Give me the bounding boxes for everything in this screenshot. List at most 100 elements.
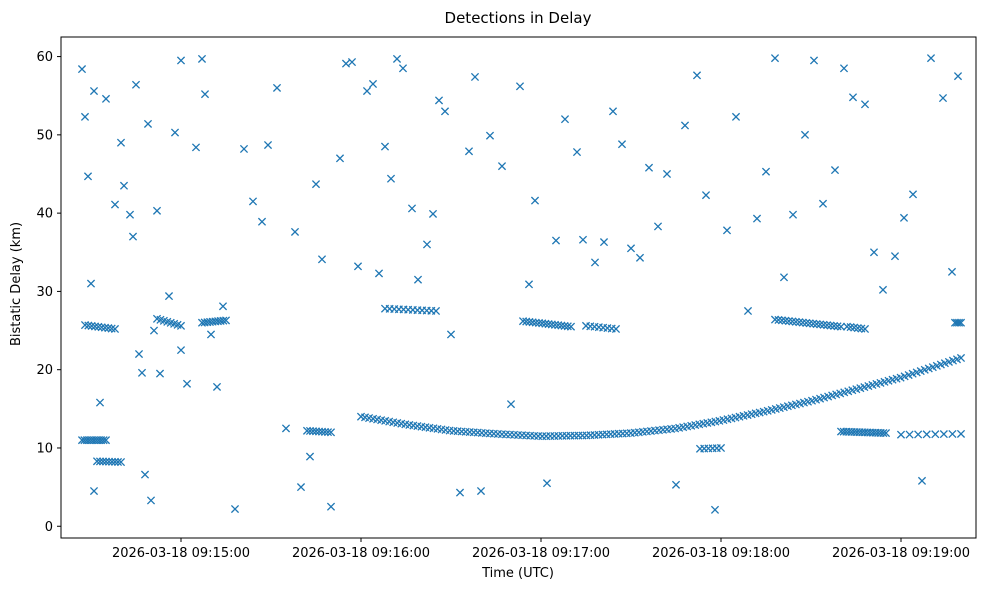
chart-title: Detections in Delay xyxy=(445,9,592,27)
track-point xyxy=(954,318,964,327)
scatter-point xyxy=(155,369,165,378)
scatter-point xyxy=(212,382,222,391)
track-point xyxy=(795,318,804,327)
scatter-point xyxy=(710,505,720,514)
track-point xyxy=(563,322,572,331)
track-point xyxy=(922,430,931,439)
scatter-point xyxy=(335,154,345,163)
track-point xyxy=(809,319,818,328)
track-point xyxy=(816,320,825,329)
scatter-point xyxy=(878,285,888,294)
track-point xyxy=(777,316,787,325)
scatter-point xyxy=(761,167,771,176)
scatter-point xyxy=(578,235,588,244)
scatter-point xyxy=(128,232,138,241)
track-point xyxy=(80,321,90,330)
track-point xyxy=(99,436,108,445)
scatter-point xyxy=(908,190,918,199)
scatter-point xyxy=(590,258,600,267)
scatter-point xyxy=(257,217,267,226)
scatter-point xyxy=(182,379,192,388)
scatter-point xyxy=(572,148,582,157)
y-tick-label: 10 xyxy=(36,441,53,456)
scatter-point xyxy=(413,275,423,284)
track-point xyxy=(812,319,821,329)
scatter-point xyxy=(239,144,249,154)
scatter-point xyxy=(644,163,654,172)
scatter-point xyxy=(434,96,444,105)
scatter-point xyxy=(131,80,141,89)
track-point xyxy=(113,457,123,467)
scatter-point xyxy=(341,59,351,68)
track-point xyxy=(881,429,891,438)
scatter-point xyxy=(140,470,150,479)
scatter-point xyxy=(77,65,87,74)
scatter-point xyxy=(788,210,798,219)
scatter-point xyxy=(170,128,180,137)
track-point xyxy=(100,323,110,332)
scatter-point xyxy=(680,121,690,130)
scatter-point xyxy=(125,210,135,219)
curve-point xyxy=(546,432,555,441)
track-point xyxy=(101,457,111,466)
curve-point xyxy=(562,431,571,440)
scatter-point xyxy=(386,174,396,183)
scatter-point xyxy=(848,93,858,102)
scatter-point xyxy=(89,86,99,96)
track-point xyxy=(788,317,797,326)
track-point xyxy=(104,324,113,333)
scatter-point xyxy=(938,93,948,103)
scatter-point xyxy=(926,54,936,63)
track-point xyxy=(956,429,966,438)
scatter-point xyxy=(206,330,216,339)
scatter-point xyxy=(662,169,672,179)
track-point xyxy=(107,457,117,466)
scatter-point xyxy=(524,280,534,289)
scatter-point xyxy=(149,326,159,335)
scatter-point xyxy=(197,54,207,63)
x-tick-label: 2026-03-18 09:15:00 xyxy=(112,546,250,561)
scatter-point xyxy=(137,368,147,377)
scatter-point xyxy=(272,83,282,92)
scatter-point xyxy=(899,213,909,222)
track-point xyxy=(829,321,839,330)
scatter-point xyxy=(290,227,300,236)
scatter-point xyxy=(368,79,378,89)
scatter-point xyxy=(917,476,927,485)
scatter-point xyxy=(722,226,732,235)
track-point xyxy=(784,317,793,326)
scatter-point xyxy=(515,82,525,91)
scatter-point xyxy=(347,57,357,67)
track-point xyxy=(221,316,231,325)
scatter-point xyxy=(860,100,870,109)
scatter-point xyxy=(635,253,645,262)
track-point xyxy=(87,321,96,331)
scatter-point xyxy=(230,504,240,514)
scatter-point xyxy=(869,248,879,257)
curve-point xyxy=(558,431,567,440)
y-axis: 0 10 20 30 40 50 60 xyxy=(36,50,61,535)
track-point xyxy=(104,457,114,466)
track-point xyxy=(905,430,914,439)
x-tick-label: 2026-03-18 09:18:00 xyxy=(652,546,790,561)
track-point xyxy=(860,324,870,334)
scatter-point xyxy=(530,196,540,205)
track-point xyxy=(95,457,105,466)
scatter-point xyxy=(176,346,186,355)
x-tick-label: 2026-03-18 09:17:00 xyxy=(472,546,610,561)
track-point xyxy=(781,316,790,325)
scatter-point xyxy=(953,72,963,81)
curve-point xyxy=(542,432,551,441)
x-axis: 2026-03-18 09:15:00 2026-03-18 09:16:00 20… xyxy=(112,538,970,561)
track-point xyxy=(833,322,842,331)
scatter-point xyxy=(470,72,480,81)
scatter-point xyxy=(626,244,636,253)
scatter-point xyxy=(422,240,432,249)
scatter-point xyxy=(152,206,162,215)
scatter-point xyxy=(770,54,780,63)
scatter-point xyxy=(818,199,828,208)
track-point xyxy=(84,321,93,330)
scatter-point xyxy=(83,172,93,181)
curve-point xyxy=(574,431,583,440)
x-axis-label: Time (UTC) xyxy=(481,566,554,581)
